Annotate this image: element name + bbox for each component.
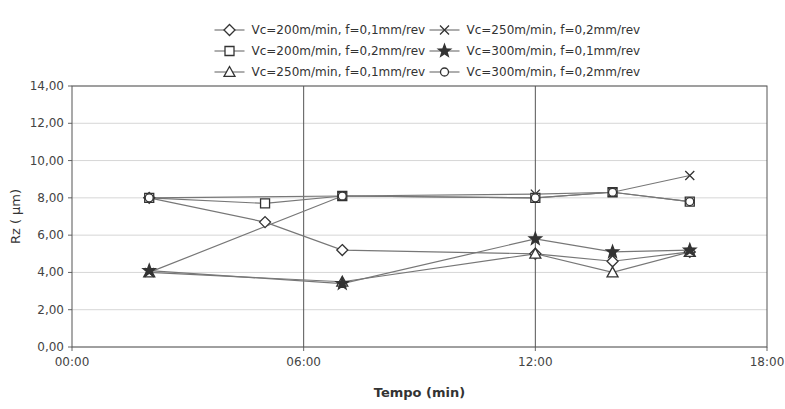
point bbox=[606, 245, 618, 257]
vertical-line bbox=[535, 86, 536, 347]
point bbox=[531, 194, 539, 202]
plot-frame bbox=[72, 86, 767, 347]
x-tick bbox=[767, 347, 768, 351]
point bbox=[608, 188, 617, 197]
series-markers bbox=[145, 188, 694, 205]
plot-area bbox=[143, 86, 696, 347]
legend-item: Vc=200m/min, f=0,1mm/rev bbox=[215, 23, 426, 37]
legend-label: Vc=250m/min, f=0,2mm/rev bbox=[467, 23, 641, 37]
vertical-line bbox=[303, 86, 304, 347]
legend: Vc=200m/min, f=0,1mm/rev Vc=200m/min, f=0… bbox=[215, 23, 641, 79]
point bbox=[260, 217, 271, 228]
y-tick bbox=[68, 86, 72, 87]
legend-marker bbox=[225, 47, 234, 56]
point bbox=[608, 188, 617, 197]
point bbox=[145, 194, 153, 202]
y-axis-label: Rz ( μm) bbox=[8, 189, 23, 244]
y-tick-label: 2,00 bbox=[37, 303, 64, 317]
chart: 0,00 2,00 4,00 6,00 8,00 10,00 12,00 14,00 00:00… bbox=[0, 0, 785, 409]
legend-marker bbox=[224, 25, 235, 36]
series bbox=[149, 198, 690, 261]
x-axis: 00:00 06:00 12:00 18:00 bbox=[55, 347, 785, 369]
x-tick-label: 12:00 bbox=[518, 355, 553, 369]
grid-line bbox=[72, 235, 767, 236]
series-markers bbox=[144, 192, 696, 266]
point bbox=[685, 197, 694, 206]
point bbox=[338, 192, 346, 200]
legend-marker bbox=[438, 45, 450, 57]
point bbox=[686, 198, 694, 206]
x-tick-label: 00:00 bbox=[55, 355, 90, 369]
point bbox=[145, 193, 154, 202]
point bbox=[684, 244, 696, 256]
y-tick-label: 14,00 bbox=[30, 79, 64, 93]
legend-item: Vc=250m/min, f=0,2mm/rev bbox=[430, 23, 641, 37]
legend-marker bbox=[441, 68, 449, 76]
y-tick bbox=[68, 272, 72, 273]
x-tick-label: 18:00 bbox=[750, 355, 785, 369]
y-tick-label: 12,00 bbox=[30, 116, 64, 130]
legend-marker bbox=[224, 67, 235, 77]
point bbox=[338, 191, 347, 200]
y-tick-label: 10,00 bbox=[30, 154, 64, 168]
legend-label: Vc=300m/min, f=0,2mm/rev bbox=[467, 65, 641, 79]
point bbox=[337, 245, 348, 256]
y-tick bbox=[68, 309, 72, 310]
legend-item: Vc=200m/min, f=0,2mm/rev bbox=[215, 44, 426, 58]
y-tick bbox=[68, 197, 72, 198]
y-tick-label: 6,00 bbox=[37, 228, 64, 242]
x-tick bbox=[535, 347, 536, 351]
point bbox=[529, 232, 541, 244]
grid-line bbox=[72, 160, 767, 161]
series bbox=[149, 239, 690, 284]
grid-line bbox=[72, 309, 767, 310]
legend-label: Vc=200m/min, f=0,1mm/rev bbox=[252, 23, 426, 37]
series bbox=[149, 175, 690, 272]
point bbox=[607, 267, 618, 277]
legend-item: Vc=300m/min, f=0,1mm/rev bbox=[430, 44, 641, 58]
legend-item: Vc=300m/min, f=0,2mm/rev bbox=[430, 65, 641, 79]
x-tick bbox=[72, 347, 73, 351]
y-tick bbox=[68, 160, 72, 161]
x-axis-label: Tempo (min) bbox=[374, 385, 465, 400]
legend-label: Vc=200m/min, f=0,2mm/rev bbox=[252, 44, 426, 58]
series-markers bbox=[143, 232, 696, 289]
point bbox=[609, 188, 617, 196]
series-line bbox=[149, 239, 690, 284]
y-tick bbox=[68, 235, 72, 236]
point bbox=[144, 192, 155, 203]
series-line bbox=[149, 198, 690, 261]
point bbox=[336, 277, 348, 289]
point bbox=[531, 193, 540, 202]
point bbox=[143, 264, 155, 276]
point bbox=[261, 199, 270, 208]
legend-marker bbox=[440, 26, 449, 35]
point bbox=[530, 248, 541, 258]
x-tick-label: 06:00 bbox=[286, 355, 321, 369]
legend-item: Vc=250m/min, f=0,1mm/rev bbox=[215, 65, 426, 79]
point bbox=[685, 171, 694, 180]
y-tick-label: 8,00 bbox=[37, 191, 64, 205]
legend-label: Vc=300m/min, f=0,1mm/rev bbox=[467, 44, 641, 58]
y-tick-label: 4,00 bbox=[37, 265, 64, 279]
y-tick bbox=[68, 347, 72, 348]
point bbox=[530, 248, 541, 259]
y-tick bbox=[68, 123, 72, 124]
grid-line bbox=[72, 123, 767, 124]
legend-label: Vc=250m/min, f=0,1mm/rev bbox=[252, 65, 426, 79]
x-tick bbox=[303, 347, 304, 351]
series-markers bbox=[145, 188, 695, 208]
series-markers bbox=[145, 171, 695, 277]
point bbox=[338, 191, 347, 200]
y-tick-label: 0,00 bbox=[37, 340, 64, 354]
y-axis: 0,00 2,00 4,00 6,00 8,00 10,00 12,00 14,00 bbox=[30, 79, 72, 354]
grid bbox=[72, 86, 767, 347]
series-line bbox=[149, 175, 690, 272]
